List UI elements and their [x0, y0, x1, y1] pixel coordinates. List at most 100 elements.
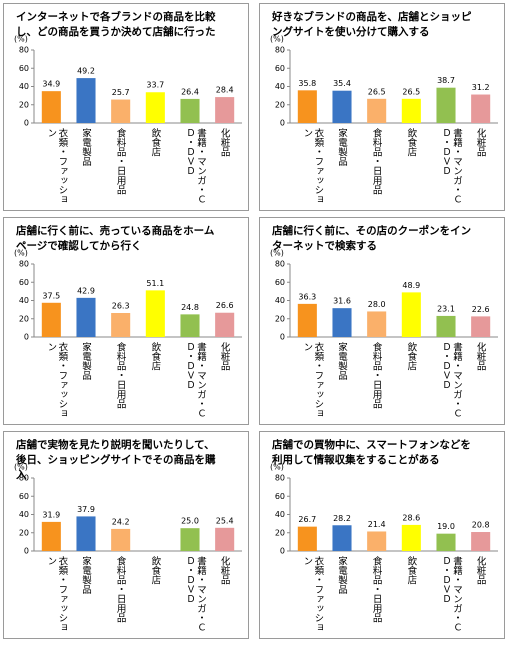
- bar: [41, 91, 61, 123]
- chart-title: 店舗に行く前に、売っている商品をホームページで確認してから行く: [16, 225, 215, 252]
- x-tick-label: 家電製品: [80, 556, 91, 594]
- x-tick-label: 食料品・日用品: [114, 342, 126, 409]
- value-label: 33.7: [146, 81, 164, 90]
- x-tick-label: 書籍・マンガ・ＣＤ・ＤＶＤ: [440, 342, 462, 418]
- value-label: 51.1: [146, 279, 164, 288]
- value-label: 20.8: [472, 521, 490, 530]
- value-label: 26.5: [402, 87, 420, 96]
- bar: [145, 290, 165, 337]
- y-tick-label: 0: [24, 119, 29, 128]
- x-tick-label: 書籍・マンガ・ＣＤ・ＤＶＤ: [440, 556, 462, 632]
- value-label: 34.9: [42, 80, 60, 89]
- x-tick-label: 書籍・マンガ・ＣＤ・ＤＶＤ: [184, 342, 206, 418]
- chart-panel: 店舗での買物中に、スマートフォンなどを利用して情報収集をすることがある (%) 0 2…: [259, 431, 505, 639]
- x-tick-label: 衣類・ファッション: [45, 556, 68, 632]
- value-label: 31.2: [472, 83, 490, 92]
- value-label: 26.5: [368, 87, 386, 96]
- y-tick-label: 40: [19, 296, 29, 305]
- value-label: 37.9: [77, 505, 95, 514]
- bar: [111, 528, 131, 551]
- y-tick-label: 20: [19, 100, 29, 109]
- value-label: 25.0: [181, 517, 199, 526]
- bar: [41, 302, 61, 337]
- x-tick-label: 食料品・日用品: [114, 556, 126, 623]
- value-label: 28.6: [402, 513, 420, 522]
- y-tick-label: 60: [275, 278, 285, 287]
- value-label: 31.9: [42, 510, 60, 519]
- y-axis-label: (%): [14, 463, 28, 472]
- value-label: 42.9: [77, 286, 95, 295]
- y-tick-label: 80: [19, 474, 29, 483]
- x-tick-label: 飲食店: [149, 128, 161, 157]
- chart-title: 好きなブランドの商品を、店舗とショッピングサイトを使い分けて購入する: [272, 11, 472, 38]
- value-label: 24.2: [112, 517, 130, 526]
- bar: [297, 90, 317, 123]
- bar: [76, 297, 96, 337]
- value-label: 25.7: [112, 88, 130, 97]
- x-tick-label: 食料品・日用品: [114, 128, 126, 195]
- x-tick-label: 飲食店: [149, 342, 161, 371]
- y-tick-label: 60: [275, 492, 285, 501]
- x-tick-label: 書籍・マンガ・ＣＤ・ＤＶＤ: [184, 128, 206, 204]
- value-label: 28.2: [333, 514, 351, 523]
- bar: [436, 87, 456, 123]
- value-label: 35.4: [333, 79, 351, 88]
- bar: [215, 527, 235, 551]
- x-tick-label: 家電製品: [336, 342, 347, 380]
- x-tick-label: 家電製品: [336, 556, 347, 594]
- chart: (%) 0 20 40 60 80 31.9 37.9 24.2 25.0 25.4: [14, 463, 242, 556]
- y-tick-label: 40: [19, 82, 29, 91]
- y-axis-label: (%): [14, 35, 28, 44]
- bar: [111, 313, 131, 337]
- y-tick-label: 0: [280, 333, 285, 342]
- chart-panel: インターネットで各ブランドの商品を比較し、どの商品を買うか決めて店舗に行った (%…: [3, 3, 249, 211]
- y-tick-label: 20: [19, 528, 29, 537]
- chart-title: インターネットで各ブランドの商品を比較し、どの商品を買うか決めて店舗に行った: [16, 11, 216, 38]
- y-tick-label: 40: [275, 510, 285, 519]
- value-label: 28.4: [216, 86, 234, 95]
- x-tick-label: 衣類・ファッション: [45, 128, 68, 204]
- chart-panel: 店舗に行く前に、その店のクーポンをインターネットで検索する (%) 0 20 40 60 8…: [259, 217, 505, 425]
- y-axis-label: (%): [270, 463, 284, 472]
- chart-title: 店舗での買物中に、スマートフォンなどを利用して情報収集をすることがある: [272, 439, 471, 466]
- x-tick-label: 書籍・マンガ・ＣＤ・ＤＶＤ: [440, 128, 462, 204]
- value-label: 26.7: [298, 515, 316, 524]
- chart-panel: 店舗に行く前に、売っている商品をホームページで確認してから行く (%) 0 20 40 6…: [3, 217, 249, 425]
- chart-title: 店舗に行く前に、その店のクーポンをインターネットで検索する: [272, 225, 472, 252]
- value-label: 24.8: [181, 303, 199, 312]
- y-tick-label: 80: [275, 260, 285, 269]
- x-tick-label: 食料品・日用品: [370, 556, 382, 623]
- x-tick-label: 化粧品: [218, 128, 230, 157]
- bar: [367, 531, 387, 551]
- y-tick-label: 20: [275, 528, 285, 537]
- x-tick-label: 衣類・ファッション: [45, 342, 68, 418]
- value-label: 37.5: [42, 291, 60, 300]
- y-tick-label: 0: [24, 547, 29, 556]
- x-tick-label: 化粧品: [474, 556, 486, 585]
- bar: [297, 303, 317, 337]
- x-tick-label: 化粧品: [474, 128, 486, 157]
- y-tick-label: 0: [280, 547, 285, 556]
- chart-panel: 好きなブランドの商品を、店舗とショッピングサイトを使い分けて購入する (%) 0 20…: [259, 3, 505, 211]
- value-label: 23.1: [437, 304, 455, 313]
- x-tick-label: 食料品・日用品: [370, 128, 382, 195]
- bar: [436, 315, 456, 337]
- x-tick-label: 衣類・ファッション: [301, 556, 324, 632]
- value-label: 49.2: [77, 67, 95, 76]
- value-label: 31.6: [333, 297, 351, 306]
- y-tick-label: 80: [275, 474, 285, 483]
- bar: [180, 98, 200, 123]
- value-label: 22.6: [472, 305, 490, 314]
- x-tick-label: 化粧品: [218, 342, 230, 371]
- x-tick-label: 書籍・マンガ・ＣＤ・ＤＶＤ: [184, 556, 206, 632]
- x-tick-label: 家電製品: [336, 128, 347, 166]
- value-label: 38.7: [437, 76, 455, 85]
- value-label: 28.0: [368, 300, 386, 309]
- y-tick-label: 40: [275, 296, 285, 305]
- y-tick-label: 80: [19, 46, 29, 55]
- x-tick-label: 食料品・日用品: [370, 342, 382, 409]
- x-tick-label: 化粧品: [218, 556, 230, 585]
- value-label: 26.4: [181, 87, 199, 96]
- bar: [471, 532, 491, 551]
- bar: [332, 308, 352, 337]
